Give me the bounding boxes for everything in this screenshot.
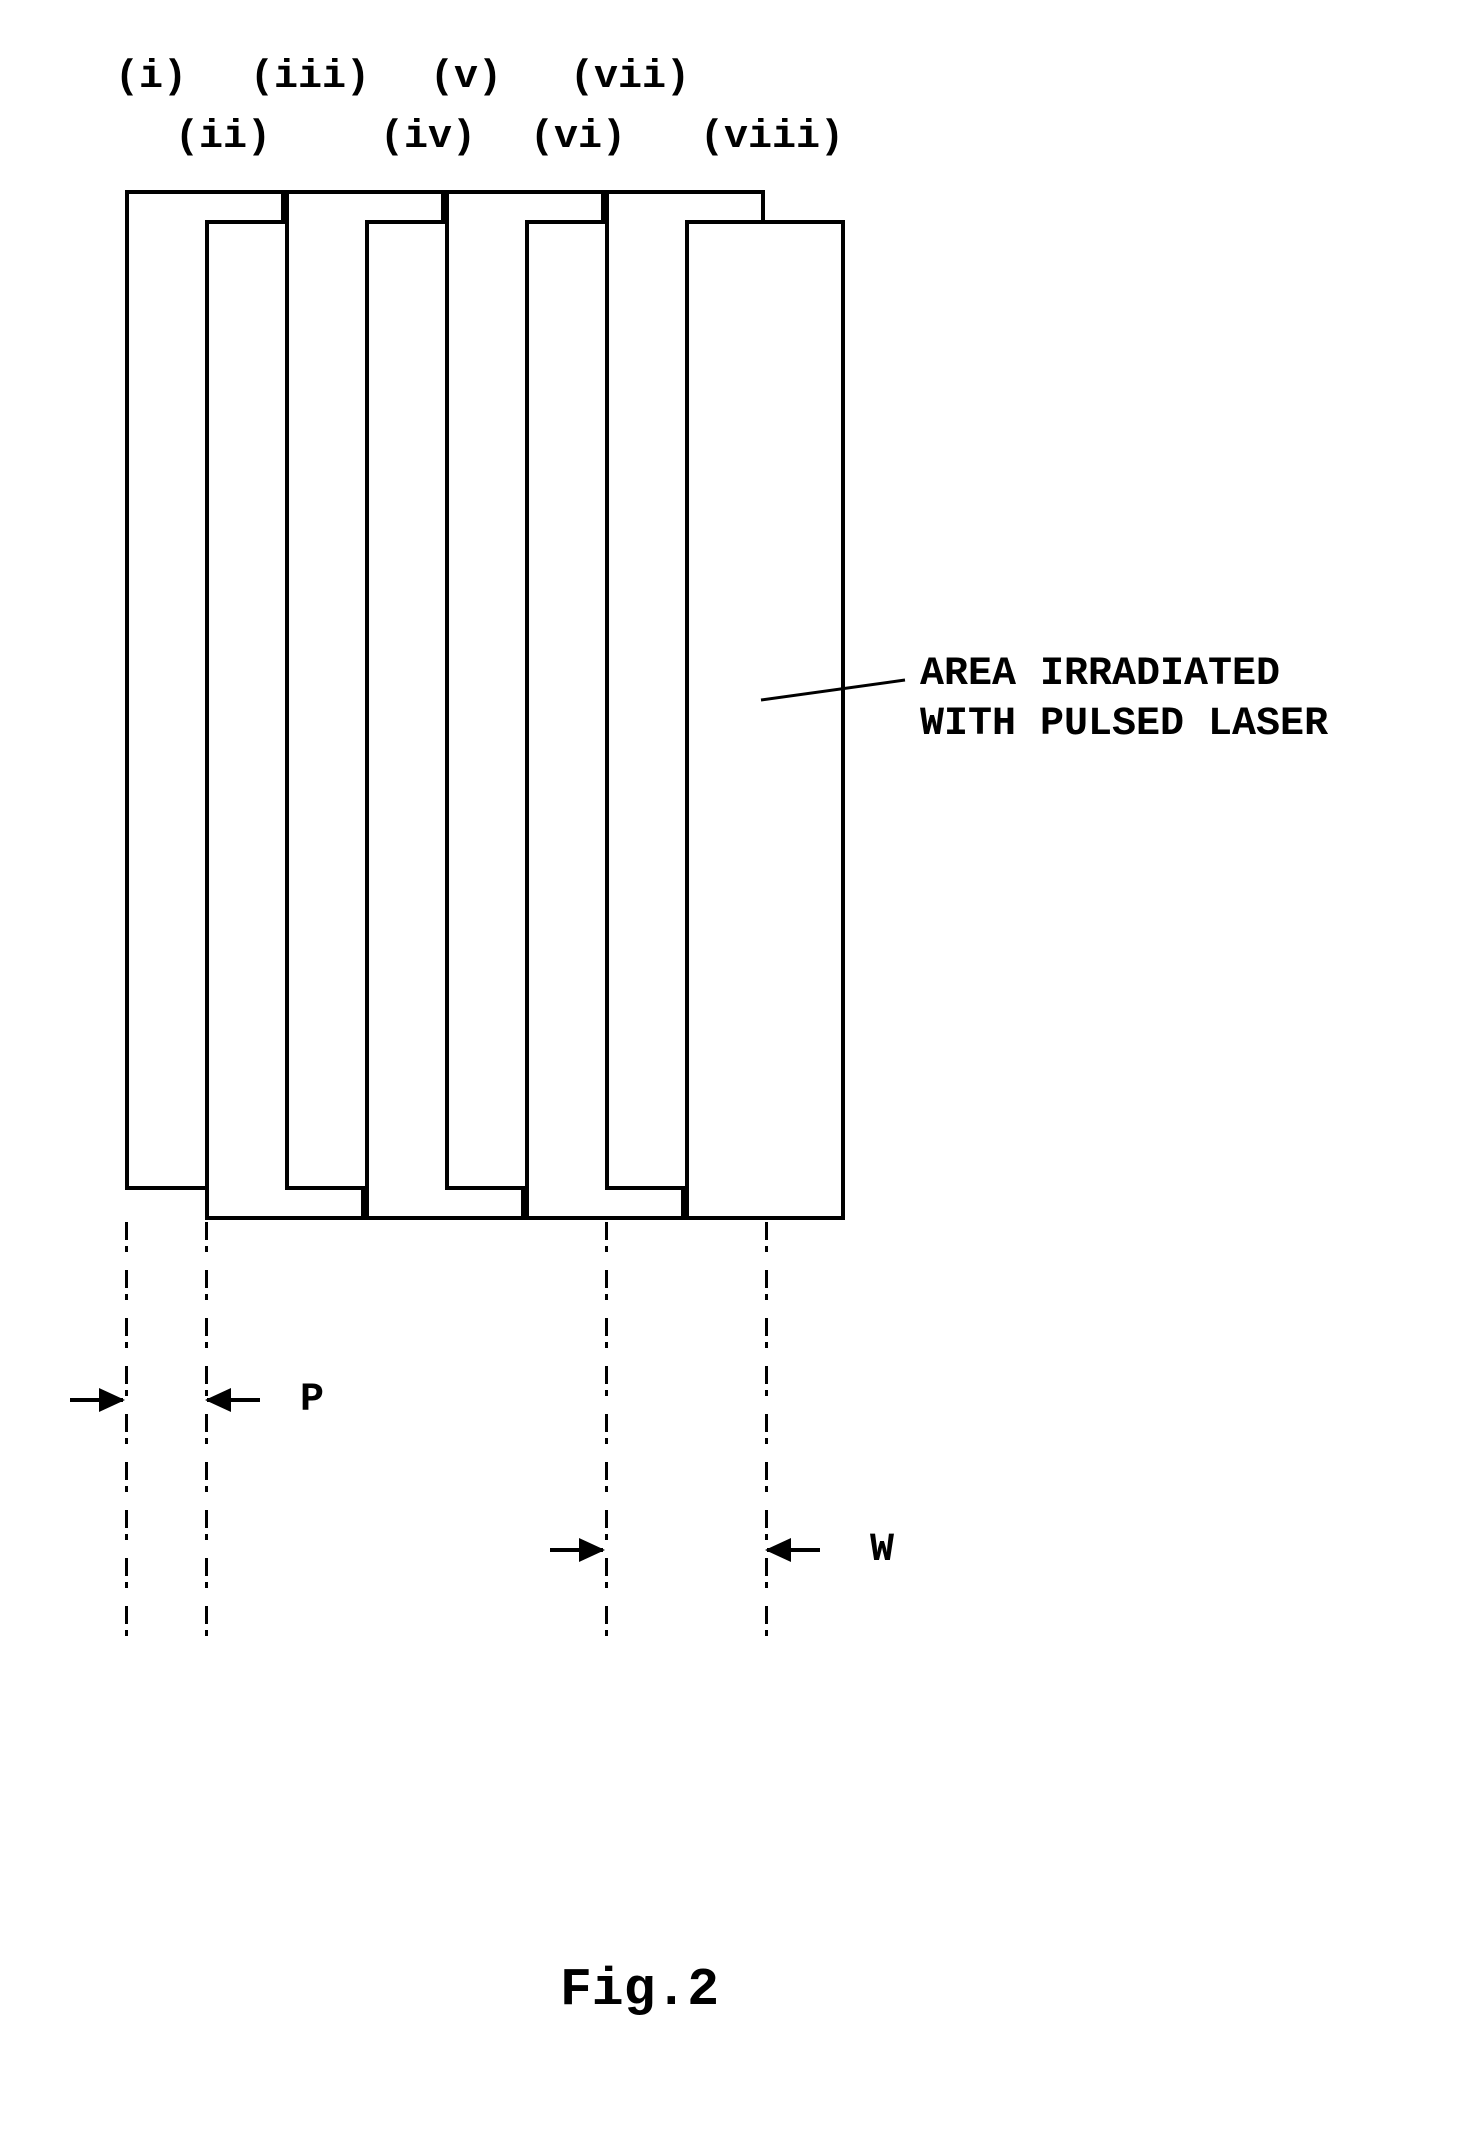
dimension-w: [0, 0, 1474, 2136]
figure-caption: Fig.2: [560, 1960, 719, 2020]
dimension-w-label: W: [870, 1528, 894, 1573]
